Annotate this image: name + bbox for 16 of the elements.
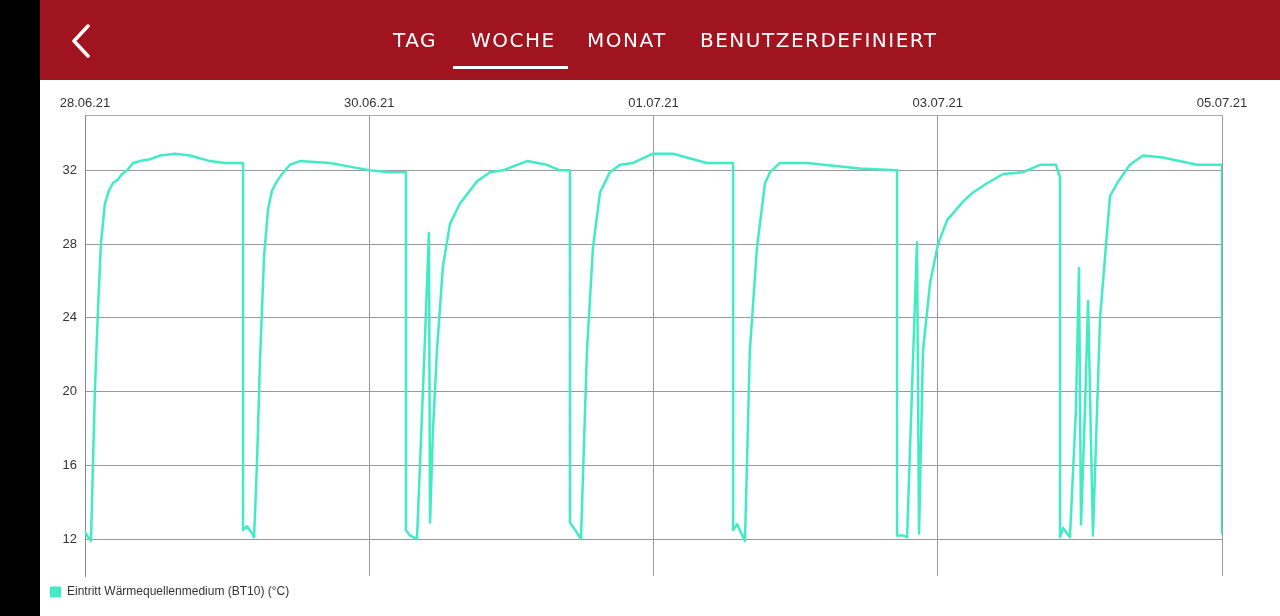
y-tick-label: 24 xyxy=(62,309,77,325)
text: BENUTZERDEFINIERT xyxy=(700,28,938,52)
legend-label: Eintritt Wärmequellenmedium (BT10) (°C) xyxy=(67,584,290,599)
y-tick-label: 16 xyxy=(62,456,77,472)
x-tick-label: 05.07.21 xyxy=(1196,94,1248,110)
text: WOCHE xyxy=(471,28,556,52)
text: TAG xyxy=(393,28,437,52)
x-tick-label: 03.07.21 xyxy=(912,94,964,110)
y-tick-label: 20 xyxy=(62,383,77,399)
x-tick-label: 30.06.21 xyxy=(343,94,395,110)
x-tick-label: 28.06.21 xyxy=(59,94,111,110)
y-tick-label: 12 xyxy=(62,530,77,546)
x-tick-label: 01.07.21 xyxy=(628,94,679,110)
y-tick-label: 32 xyxy=(62,161,77,177)
y-tick-label: 28 xyxy=(62,235,77,251)
text: MONAT xyxy=(587,28,667,52)
